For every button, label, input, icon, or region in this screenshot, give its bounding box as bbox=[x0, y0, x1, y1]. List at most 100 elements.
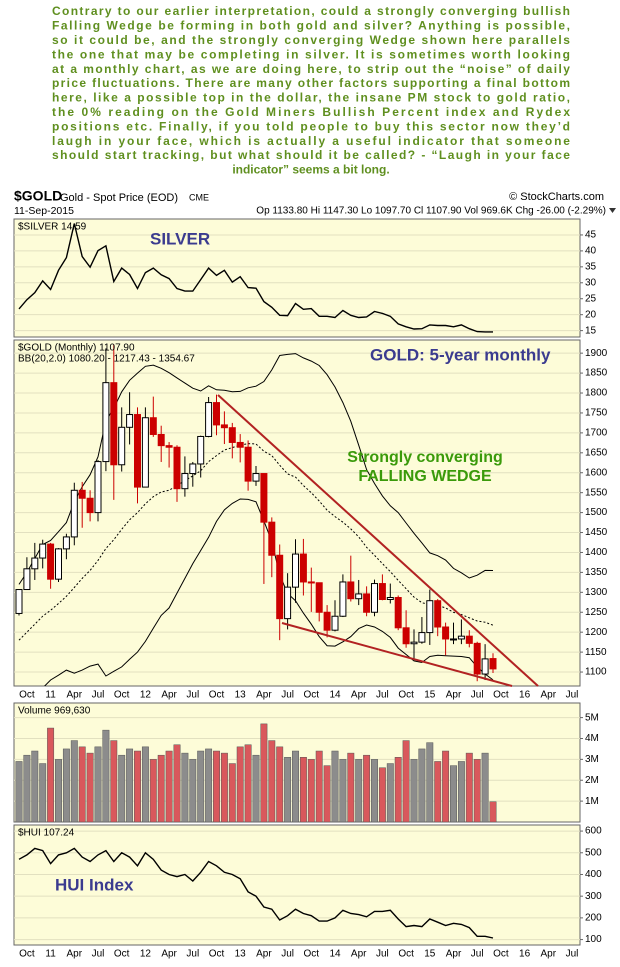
x-tick-label: Jul bbox=[566, 949, 579, 960]
candle-body bbox=[276, 554, 284, 620]
volume-bar bbox=[268, 740, 276, 822]
y-tick-label: 20 bbox=[585, 309, 597, 320]
candle-body bbox=[355, 593, 363, 600]
candle-body bbox=[236, 441, 244, 448]
y-tick-label: 30 bbox=[585, 277, 597, 288]
legend-label: $SILVER 14.59 bbox=[18, 222, 87, 233]
x-tick-label: Oct bbox=[493, 949, 509, 960]
quote: Op 1133.80 Hi 1147.30 Lo 1097.70 Cl 1107… bbox=[256, 206, 606, 217]
volume-bar bbox=[339, 759, 347, 822]
y-tick-label: 500 bbox=[585, 847, 602, 858]
candle-body bbox=[386, 597, 394, 600]
commentary-line: the 0% reading on the Gold Miners Bullis… bbox=[52, 105, 570, 119]
volume-bar bbox=[394, 757, 402, 822]
y-tick-label: 1M bbox=[585, 796, 599, 807]
volume-bar bbox=[86, 752, 94, 822]
volume-bar bbox=[173, 744, 181, 822]
y-tick-label: 15 bbox=[585, 325, 597, 336]
price-line bbox=[18, 223, 493, 333]
bb-upper bbox=[18, 353, 494, 585]
x-tick-label: Oct bbox=[398, 690, 414, 701]
volume-bar bbox=[165, 750, 173, 822]
commentary-line: should start tracking, but what should i… bbox=[52, 148, 570, 162]
commentary-line: indicator” seems a bit long. bbox=[232, 163, 389, 177]
x-tick-label: 14 bbox=[329, 690, 341, 701]
volume-bar bbox=[355, 759, 363, 822]
volume-bar bbox=[62, 748, 70, 822]
x-tick-label: Jul bbox=[376, 949, 389, 960]
x-tick-label: Jul bbox=[92, 690, 105, 701]
x-tick-label: 14 bbox=[329, 949, 341, 960]
volume-bar bbox=[410, 759, 418, 822]
volume-bar bbox=[307, 759, 315, 822]
x-tick-label: Jul bbox=[186, 949, 199, 960]
commentary-line: so it could be, and the strongly converg… bbox=[52, 33, 570, 47]
candle-body bbox=[442, 626, 450, 640]
commentary-line: price fluctuations. There are many other… bbox=[52, 76, 570, 90]
volume-bar bbox=[220, 752, 228, 822]
y-tick-label: 1850 bbox=[585, 368, 608, 379]
commentary-line: at a monthly chart, as we are doing here… bbox=[52, 62, 570, 76]
indicator-label: BB(20,2.0) 1080.20 - 1217.43 - 1354.67 bbox=[18, 354, 195, 365]
candle-body bbox=[47, 543, 55, 580]
y-tick-label: 1550 bbox=[585, 487, 608, 498]
volume-bar bbox=[126, 748, 134, 822]
y-tick-label: 5M bbox=[585, 712, 599, 723]
y-tick-label: 1250 bbox=[585, 607, 608, 618]
y-tick-label: 300 bbox=[585, 891, 602, 902]
candle-body bbox=[157, 433, 165, 447]
y-tick-label: 1450 bbox=[585, 527, 608, 538]
candle-body bbox=[141, 417, 149, 488]
volume-bar bbox=[347, 752, 355, 822]
candle-body bbox=[331, 615, 339, 631]
y-tick-label: 1700 bbox=[585, 428, 608, 439]
x-tick-label: Apr bbox=[541, 949, 557, 960]
x-tick-label: Jul bbox=[92, 949, 105, 960]
panel-silver bbox=[13, 218, 581, 338]
candle-body bbox=[70, 489, 78, 538]
candle-body bbox=[181, 473, 189, 490]
candle-body bbox=[473, 642, 481, 675]
y-tick-label: 1200 bbox=[585, 627, 608, 638]
candle-body bbox=[86, 497, 94, 514]
volume-bar bbox=[252, 754, 260, 822]
candle-body bbox=[197, 435, 205, 465]
volume-bar bbox=[260, 723, 268, 822]
volume-bar bbox=[434, 761, 442, 822]
y-tick-label: 1100 bbox=[585, 667, 607, 678]
candle-body bbox=[363, 593, 371, 613]
x-tick-label: Apr bbox=[67, 949, 83, 960]
wedge-lower-line bbox=[281, 622, 513, 687]
candle-body bbox=[347, 581, 355, 600]
volume-bar bbox=[70, 740, 78, 822]
x-tick-label: 12 bbox=[140, 690, 152, 701]
x-tick-label: Jul bbox=[566, 690, 579, 701]
candle-body bbox=[78, 489, 86, 499]
dropdown-arrow[interactable] bbox=[609, 208, 616, 213]
volume-bar bbox=[189, 759, 197, 822]
volume-bar bbox=[276, 746, 284, 822]
volume-bar bbox=[331, 750, 339, 822]
candle-body bbox=[118, 426, 126, 466]
volume-bar bbox=[118, 754, 126, 822]
candle-body bbox=[323, 611, 331, 631]
x-tick-label: Apr bbox=[446, 690, 462, 701]
commentary-line: Falling Wedge be forming in both gold an… bbox=[52, 19, 570, 33]
candle-body bbox=[315, 582, 323, 613]
volume-bar bbox=[141, 746, 149, 822]
legend-label: Volume 969,630 bbox=[18, 706, 91, 717]
volume-bar bbox=[110, 740, 118, 822]
candle-body bbox=[402, 627, 410, 645]
volume-bar bbox=[213, 750, 220, 822]
y-tick-label: 2M bbox=[585, 775, 599, 786]
volume-bar bbox=[228, 763, 236, 822]
x-tick-label: Oct bbox=[114, 949, 130, 960]
candle-body bbox=[244, 446, 252, 482]
candle-body bbox=[126, 414, 134, 428]
panel-annotation: HUI Index bbox=[55, 875, 134, 894]
candle-body bbox=[173, 446, 181, 490]
price-line bbox=[18, 847, 494, 939]
candle-body bbox=[307, 581, 315, 584]
wedge-upper-line bbox=[217, 394, 539, 687]
y-tick-label: 1600 bbox=[585, 467, 608, 478]
